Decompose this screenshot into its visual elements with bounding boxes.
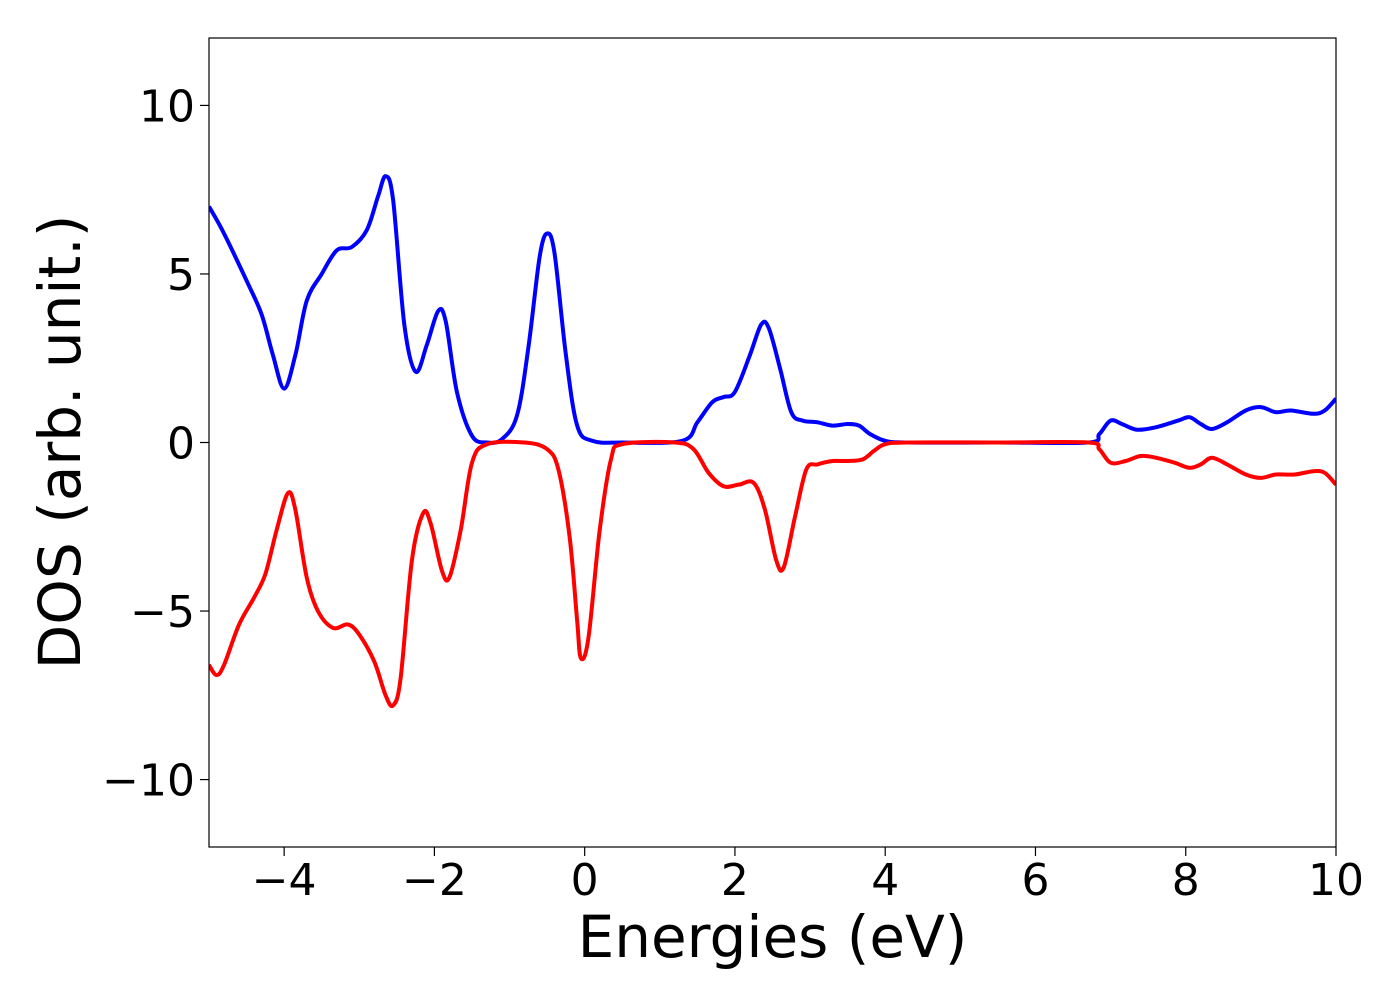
y-tick-label: 5	[167, 250, 195, 301]
x-tick-label: 8	[1172, 855, 1200, 906]
x-tick-label: −2	[402, 855, 467, 906]
y-tick-label: −5	[130, 587, 195, 638]
x-tick-label: 2	[721, 855, 749, 906]
x-tick-label: 0	[571, 855, 599, 906]
y-tick-label: −10	[102, 756, 195, 807]
y-axis-ticks: −10 −5 0 5 10	[102, 81, 209, 807]
y-axis-label: DOS (arb. unit.)	[26, 215, 94, 670]
x-tick-label: 4	[871, 855, 899, 906]
series-line-2	[209, 439, 1336, 709]
series-layer	[209, 174, 1336, 709]
plot-frame	[208, 37, 1337, 848]
y-tick-label: 10	[139, 81, 195, 132]
x-axis-ticks: −4 −2 0 2 4 6 8 10	[252, 847, 1364, 906]
x-tick-label: 6	[1021, 855, 1049, 906]
y-tick-label: 0	[167, 419, 195, 470]
series-line-1	[209, 174, 1336, 446]
x-axis-label: Energies (eV)	[578, 903, 968, 971]
x-tick-label: −4	[252, 855, 317, 906]
x-tick-label: 10	[1308, 855, 1364, 906]
